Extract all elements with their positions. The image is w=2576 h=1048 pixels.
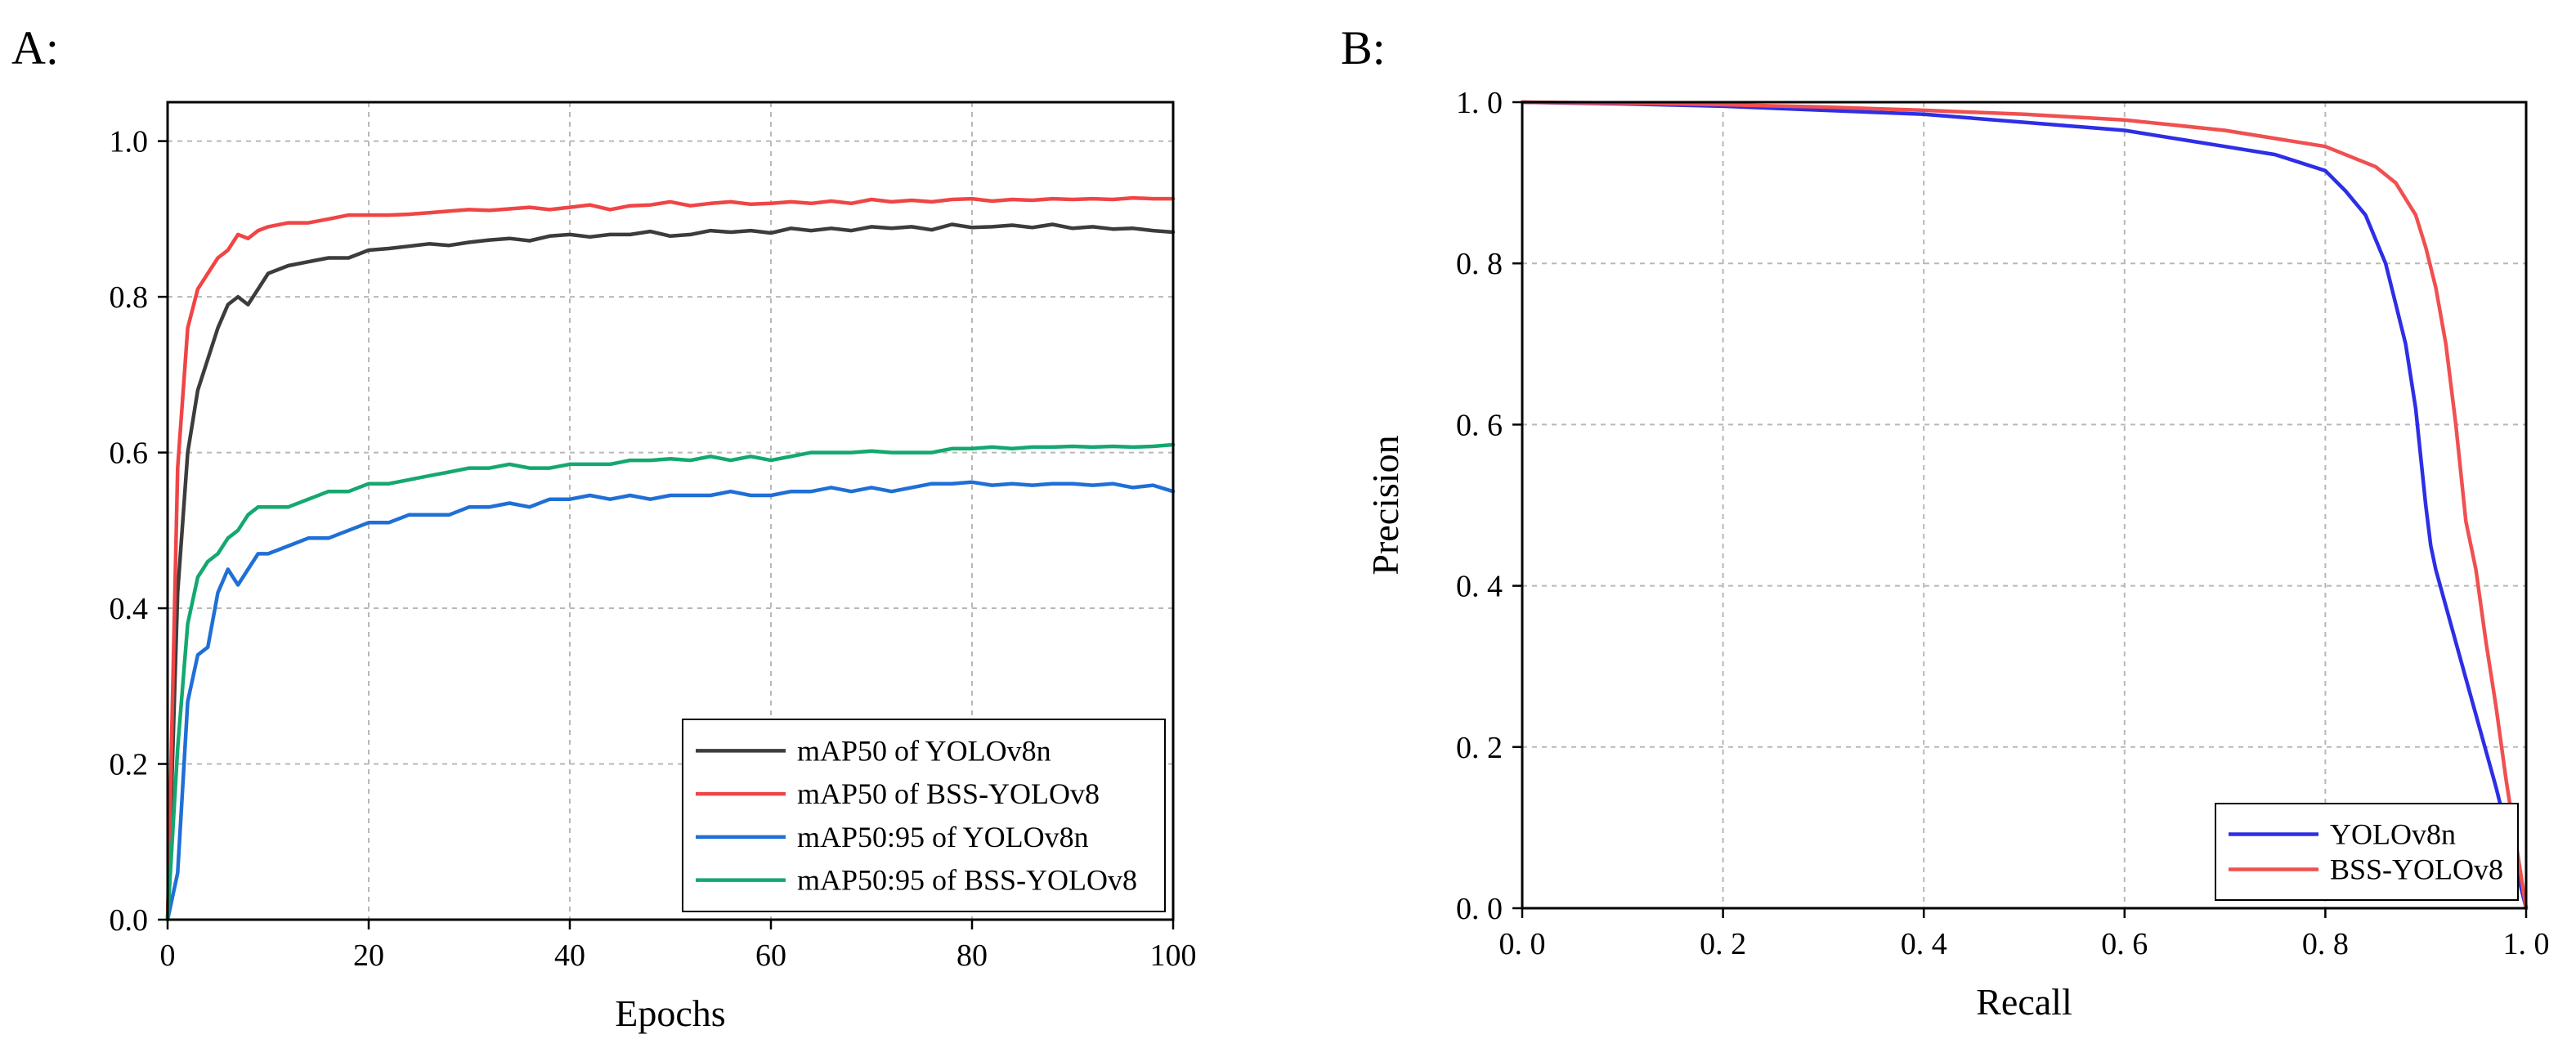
legend-label-2: mAP50 of BSS-YOLOv8: [797, 777, 1100, 810]
legend-label-2: BSS-YOLOv8: [2330, 853, 2503, 886]
legend-box: [2215, 803, 2519, 901]
series-line-2: [1520, 100, 2529, 911]
series-line-4: [165, 442, 1176, 922]
y-tick-label: 0. 8: [1456, 247, 1503, 281]
chart-panel-a: A: 0 20 40 60 80 100 0.0 0.2 0.4 0.6 0.8 1.0 Epochs…: [11, 21, 1197, 1034]
series-line-1: [1520, 100, 2529, 911]
x-tick-label: 100: [1150, 938, 1197, 973]
legend-label-1: YOLOv8n: [2330, 818, 2456, 851]
chart-b-ylabel: Precision: [1364, 435, 1406, 575]
chart-a-ticks: 0 20 40 60 80 100 0.0 0.2 0.4 0.6 0.8 1.0: [110, 125, 1197, 973]
chart-b-grid: [1521, 101, 2527, 909]
y-tick-label: 0.8: [110, 280, 149, 315]
y-tick-label: 0. 6: [1456, 408, 1503, 442]
legend-label-3: mAP50:95 of YOLOv8n: [797, 821, 1089, 853]
y-tick-label: 0. 0: [1456, 892, 1503, 926]
x-tick-label: 20: [353, 938, 384, 973]
x-tick-label: 60: [755, 938, 786, 973]
series-line-3: [165, 480, 1176, 922]
chart-a-series-layer: [165, 195, 1176, 922]
chart-a-legend[interactable]: mAP50 of YOLOv8n mAP50 of BSS-YOLOv8 mAP50…: [682, 719, 1166, 912]
x-tick-label: 40: [554, 938, 585, 973]
x-tick-label: 0. 8: [2302, 927, 2349, 961]
chart-a-frame: [166, 101, 1175, 921]
chart-panel-b: B: 0. 0 0. 2 0. 4 0. 6 0. 8 1. 00. 00. 20. 40…: [1341, 21, 2550, 1023]
series-line-2: [165, 195, 1176, 922]
y-tick-label: 1. 0: [1456, 86, 1503, 120]
chart-b-xlabel: Recall: [1976, 981, 2072, 1023]
y-tick-label: 0.6: [110, 437, 149, 471]
chart-b-ticks: 0. 0 0. 2 0. 4 0. 6 0. 8 1. 0 0. 0 0. 2 0. 4 0. 6…: [1456, 86, 2550, 961]
panel-label-b: B:: [1341, 21, 1386, 74]
y-tick-label: 0.4: [110, 592, 149, 626]
x-tick-label: 0. 0: [1499, 927, 1546, 961]
y-tick-label: 0. 2: [1456, 731, 1503, 765]
y-tick-label: 0.2: [110, 748, 149, 782]
y-tick-label: 0. 4: [1456, 570, 1503, 604]
x-tick-label: 0. 6: [2101, 927, 2148, 961]
x-tick-label: 0: [160, 938, 176, 973]
panel-label-a: A:: [11, 21, 59, 74]
y-tick-label: 0.0: [110, 903, 149, 938]
chart-b-series-layer: [1520, 100, 2529, 911]
x-tick-label: 0. 2: [1700, 927, 1746, 961]
y-tick-label: 1.0: [110, 125, 149, 159]
chart-a-xlabel: Epochs: [615, 992, 725, 1034]
series-line-1: [165, 222, 1176, 922]
x-tick-label: 0. 4: [1901, 927, 1947, 961]
x-tick-label: 80: [956, 938, 988, 973]
chart-b-frame: [1521, 101, 2528, 910]
legend-label-4: mAP50:95 of BSS-YOLOv8: [797, 864, 1137, 897]
legend-label-1: mAP50 of YOLOv8n: [797, 734, 1051, 767]
x-tick-label: 1. 0: [2503, 927, 2550, 961]
